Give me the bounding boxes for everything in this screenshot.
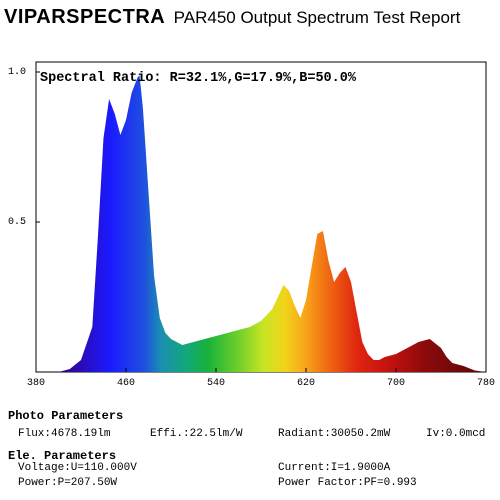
spectrum-chart: 380 460 540 620 700 780 1.0 0.5 Spectral Ratio… xyxy=(8,61,495,389)
iv-value: Iv:0.0mcd xyxy=(426,428,486,440)
x-tick-label: 620 xyxy=(297,378,315,389)
x-tick-label: 380 xyxy=(27,378,45,389)
brand-name: VIPARSPECTRA xyxy=(4,6,166,28)
current-value: Current:I=1.9000A xyxy=(278,462,391,474)
power-value: Power:P=207.50W xyxy=(18,477,118,489)
ele-params-heading: Ele. Parameters xyxy=(8,449,117,463)
radiant-value: Radiant:30050.2mW xyxy=(278,428,391,440)
spectral-ratio-title: Spectral Ratio: R=32.1%,G=17.9%,B=50.0% xyxy=(40,71,357,86)
parameters-section: Photo Parameters Flux:4678.19lm Effi.:22… xyxy=(0,400,500,500)
voltage-value: Voltage:U=110.000V xyxy=(18,462,137,474)
power-factor-value: Power Factor:PF=0.993 xyxy=(278,477,417,489)
y-axis-ticks: 1.0 0.5 xyxy=(8,67,40,228)
report-header: VIPARSPECTRA PAR450 Output Spectrum Test… xyxy=(4,6,460,32)
spectrum-area xyxy=(36,75,486,372)
y-tick-label: 0.5 xyxy=(8,217,26,228)
report-title: PAR450 Output Spectrum Test Report xyxy=(173,8,461,27)
x-tick-label: 700 xyxy=(387,378,405,389)
x-axis-ticks: 380 460 540 620 700 780 xyxy=(27,368,495,389)
x-tick-label: 460 xyxy=(117,378,135,389)
y-tick-label: 1.0 xyxy=(8,67,26,78)
efficiency-value: Effi.:22.5lm/W xyxy=(150,428,243,440)
flux-value: Flux:4678.19lm xyxy=(18,428,111,440)
photo-params-heading: Photo Parameters xyxy=(8,409,124,423)
x-tick-label: 780 xyxy=(477,378,495,389)
x-tick-label: 540 xyxy=(207,378,225,389)
